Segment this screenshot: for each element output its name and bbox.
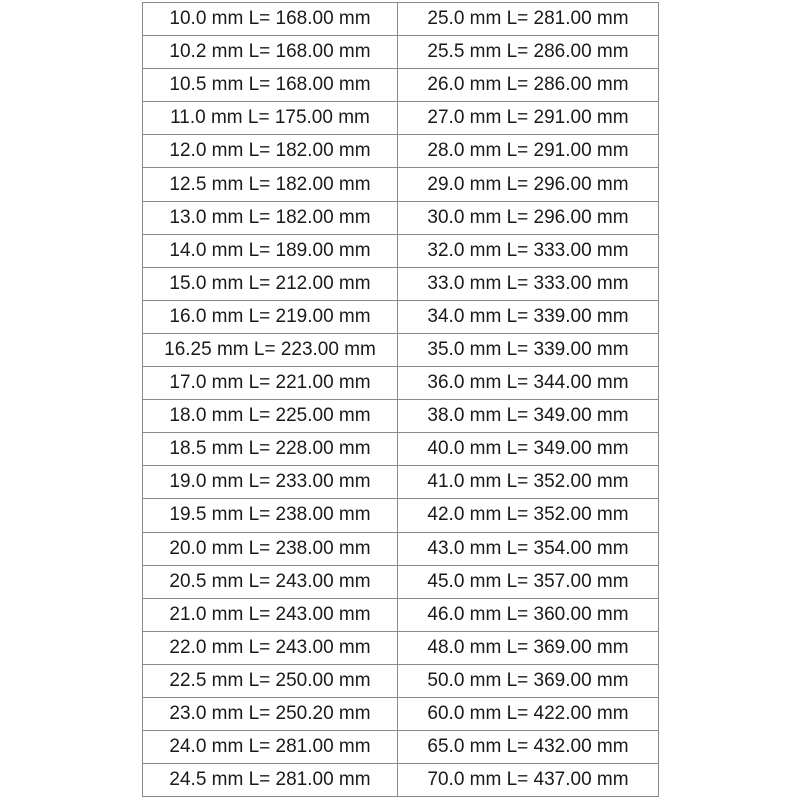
- table-row: 11.0 mm L= 175.00 mm 27.0 mm L= 291.00 mm: [142, 101, 659, 136]
- table-row: 12.5 mm L= 182.00 mm 29.0 mm L= 296.00 mm: [142, 167, 659, 202]
- size-length-table: 10.0 mm L= 168.00 mm 25.0 mm L= 281.00 mm…: [142, 1, 659, 798]
- table-cell-left: 14.0 mm L= 189.00 mm: [142, 233, 398, 268]
- table-cell-right: 38.0 mm L= 349.00 mm: [397, 399, 659, 434]
- table-row: 23.0 mm L= 250.20 mm 60.0 mm L= 422.00 mm: [142, 696, 659, 732]
- table-row: 16.0 mm L= 219.00 mm 34.0 mm L= 339.00 mm: [142, 299, 659, 334]
- table-cell-left: 16.0 mm L= 219.00 mm: [142, 299, 398, 334]
- table-cell-left: 12.0 mm L= 182.00 mm: [142, 134, 398, 169]
- table-row: 22.0 mm L= 243.00 mm 48.0 mm L= 369.00 mm: [142, 630, 659, 665]
- table-row: 18.5 mm L= 228.00 mm 40.0 mm L= 349.00 mm: [142, 432, 659, 467]
- table-cell-left: 16.25 mm L= 223.00 mm: [142, 332, 398, 368]
- table-cell-right: 45.0 mm L= 357.00 mm: [397, 564, 659, 599]
- table-cell-left: 10.5 mm L= 168.00 mm: [142, 68, 398, 103]
- table-cell-right: 27.0 mm L= 291.00 mm: [397, 101, 659, 136]
- table-cell-right: 29.0 mm L= 296.00 mm: [397, 167, 659, 202]
- table-cell-left: 17.0 mm L= 221.00 mm: [142, 366, 398, 401]
- table-row: 15.0 mm L= 212.00 mm 33.0 mm L= 333.00 mm: [142, 266, 659, 301]
- table-row: 17.0 mm L= 221.00 mm 36.0 mm L= 344.00 mm: [142, 366, 659, 401]
- table-body: 10.0 mm L= 168.00 mm 25.0 mm L= 281.00 mm…: [142, 1, 659, 798]
- table-row: 10.5 mm L= 168.00 mm 26.0 mm L= 286.00 mm: [142, 68, 659, 103]
- table-row: 19.5 mm L= 238.00 mm 42.0 mm L= 352.00 mm: [142, 498, 659, 533]
- table-cell-right: 30.0 mm L= 296.00 mm: [397, 200, 659, 235]
- table-row: 20.0 mm L= 238.00 mm 43.0 mm L= 354.00 mm: [142, 531, 659, 566]
- table-row: 10.0 mm L= 168.00 mm 25.0 mm L= 281.00 mm: [142, 1, 659, 37]
- table-cell-right: 25.5 mm L= 286.00 mm: [397, 35, 659, 70]
- table-cell-left: 23.0 mm L= 250.20 mm: [142, 696, 398, 732]
- table-cell-left: 18.5 mm L= 228.00 mm: [142, 432, 398, 467]
- table-row: 24.5 mm L= 281.00 mm 70.0 mm L= 437.00 mm: [142, 763, 659, 798]
- table-row: 12.0 mm L= 182.00 mm 28.0 mm L= 291.00 mm: [142, 134, 659, 169]
- table-cell-left: 18.0 mm L= 225.00 mm: [142, 399, 398, 434]
- table-cell-right: 40.0 mm L= 349.00 mm: [397, 432, 659, 467]
- table-cell-left: 11.0 mm L= 175.00 mm: [142, 101, 398, 136]
- table-cell-left: 12.5 mm L= 182.00 mm: [142, 167, 398, 202]
- table-cell-right: 36.0 mm L= 344.00 mm: [397, 366, 659, 401]
- table-row: 21.0 mm L= 243.00 mm 46.0 mm L= 360.00 mm: [142, 597, 659, 632]
- table-cell-left: 15.0 mm L= 212.00 mm: [142, 266, 398, 301]
- table-cell-left: 19.5 mm L= 238.00 mm: [142, 498, 398, 533]
- table-row: 16.25 mm L= 223.00 mm 35.0 mm L= 339.00 m…: [142, 332, 659, 368]
- table-cell-left: 20.0 mm L= 238.00 mm: [142, 531, 398, 566]
- table-cell-right: 60.0 mm L= 422.00 mm: [397, 696, 659, 732]
- table-cell-right: 70.0 mm L= 437.00 mm: [397, 763, 659, 798]
- table-cell-left: 13.0 mm L= 182.00 mm: [142, 200, 398, 235]
- table-cell-left: 19.0 mm L= 233.00 mm: [142, 465, 398, 500]
- table-cell-left: 10.0 mm L= 168.00 mm: [142, 1, 398, 37]
- table-row: 10.2 mm L= 168.00 mm 25.5 mm L= 286.00 mm: [142, 35, 659, 70]
- table-cell-right: 46.0 mm L= 360.00 mm: [397, 597, 659, 632]
- table-row: 19.0 mm L= 233.00 mm 41.0 mm L= 352.00 mm: [142, 465, 659, 500]
- table-row: 22.5 mm L= 250.00 mm 50.0 mm L= 369.00 mm: [142, 663, 659, 698]
- table-cell-right: 65.0 mm L= 432.00 mm: [397, 730, 659, 765]
- table-row: 20.5 mm L= 243.00 mm 45.0 mm L= 357.00 mm: [142, 564, 659, 599]
- table-row: 13.0 mm L= 182.00 mm 30.0 mm L= 296.00 mm: [142, 200, 659, 235]
- table-cell-left: 22.0 mm L= 243.00 mm: [142, 630, 398, 665]
- table-cell-right: 48.0 mm L= 369.00 mm: [397, 630, 659, 665]
- table-cell-right: 35.0 mm L= 339.00 mm: [397, 332, 659, 368]
- table-cell-left: 22.5 mm L= 250.00 mm: [142, 663, 398, 698]
- table-cell-left: 24.5 mm L= 281.00 mm: [142, 763, 398, 798]
- table-cell-right: 26.0 mm L= 286.00 mm: [397, 68, 659, 103]
- table-row: 14.0 mm L= 189.00 mm 32.0 mm L= 333.00 mm: [142, 233, 659, 268]
- table-cell-right: 25.0 mm L= 281.00 mm: [397, 1, 659, 37]
- table-cell-left: 24.0 mm L= 281.00 mm: [142, 730, 398, 765]
- table-cell-right: 34.0 mm L= 339.00 mm: [397, 299, 659, 334]
- table-row: 24.0 mm L= 281.00 mm 65.0 mm L= 432.00 mm: [142, 730, 659, 765]
- table-cell-right: 28.0 mm L= 291.00 mm: [397, 134, 659, 169]
- table-cell-right: 50.0 mm L= 369.00 mm: [397, 663, 659, 698]
- table-cell-right: 33.0 mm L= 333.00 mm: [397, 266, 659, 301]
- table-cell-left: 20.5 mm L= 243.00 mm: [142, 564, 398, 599]
- table-row: 18.0 mm L= 225.00 mm 38.0 mm L= 349.00 mm: [142, 399, 659, 434]
- table-cell-left: 10.2 mm L= 168.00 mm: [142, 35, 398, 70]
- table-cell-left: 21.0 mm L= 243.00 mm: [142, 597, 398, 632]
- table-cell-right: 41.0 mm L= 352.00 mm: [397, 465, 659, 500]
- table-cell-right: 32.0 mm L= 333.00 mm: [397, 233, 659, 268]
- table-cell-right: 43.0 mm L= 354.00 mm: [397, 531, 659, 566]
- table-cell-right: 42.0 mm L= 352.00 mm: [397, 498, 659, 533]
